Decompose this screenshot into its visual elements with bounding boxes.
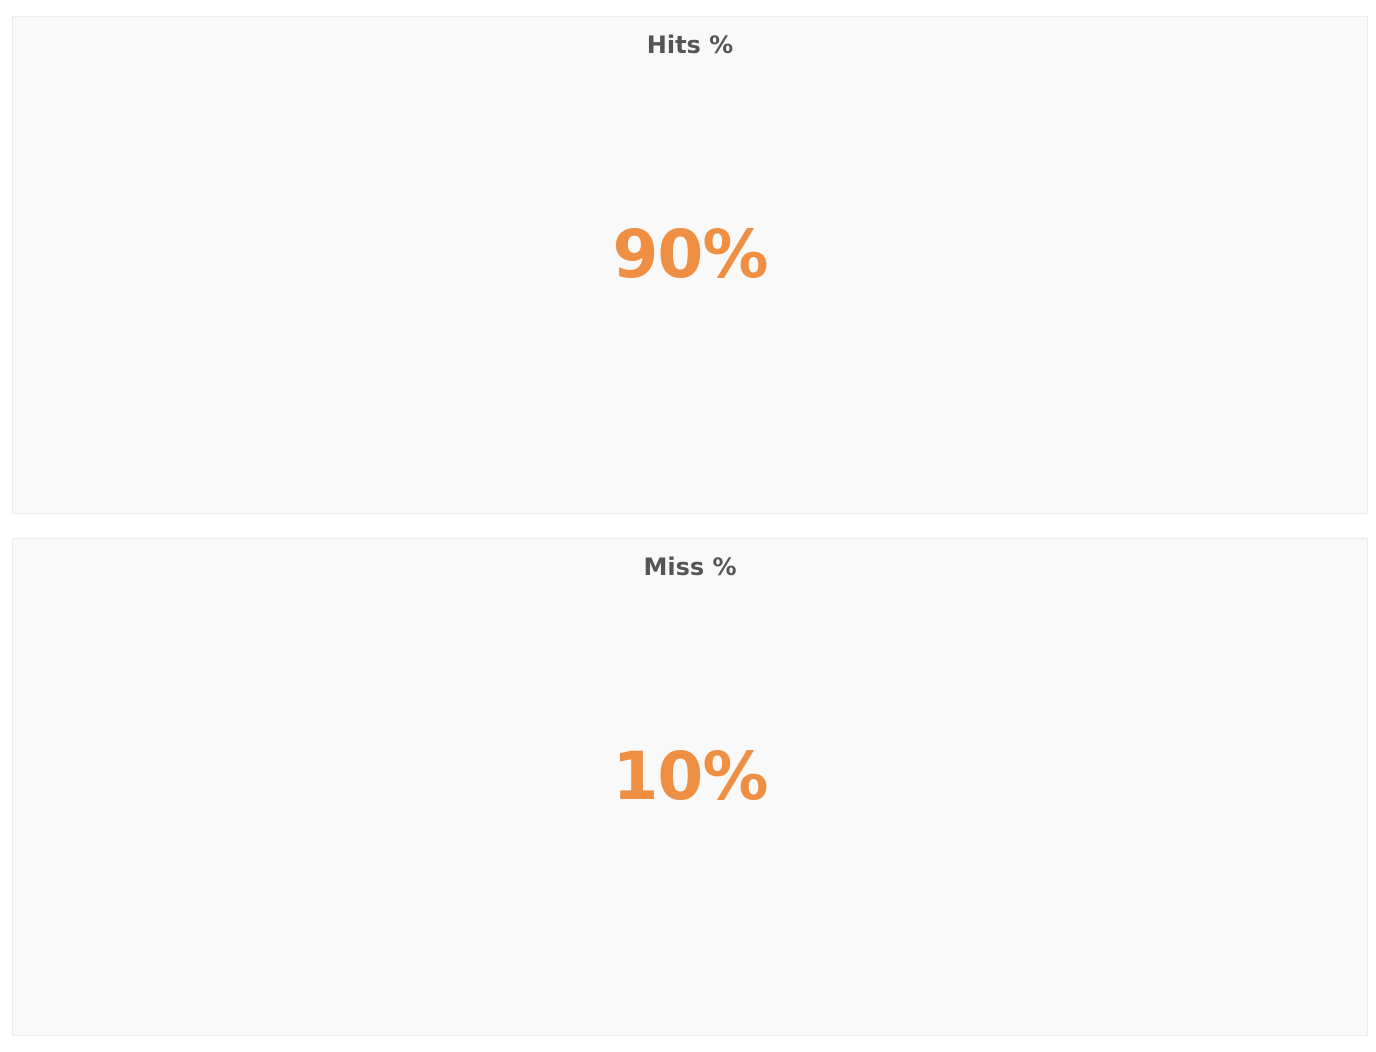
miss-stat-panel: Miss % 10% [12,538,1368,1036]
stat-value: 90% [612,216,769,293]
stat-value: 10% [612,738,769,815]
panel-title: Hits % [646,31,734,59]
panel-title: Miss % [643,553,737,581]
hits-stat-panel: Hits % 90% [12,16,1368,514]
